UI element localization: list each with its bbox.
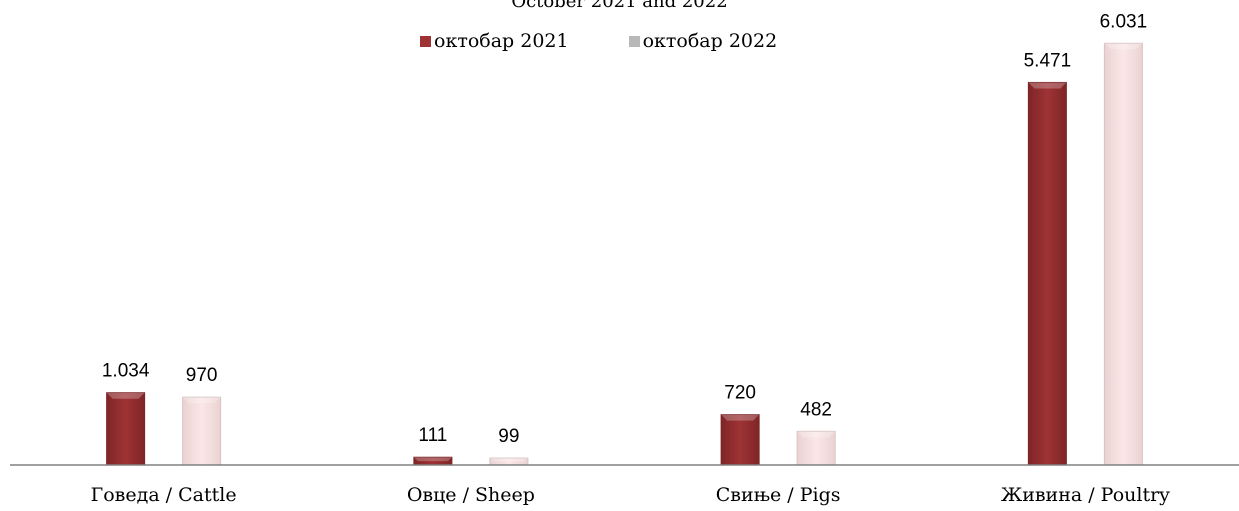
bar-bevel-1-0 <box>182 397 221 404</box>
category-label-3: Живина / Poultry <box>1001 484 1170 506</box>
legend-label-2021: октобар 2021 <box>434 30 569 52</box>
bar-2022-3 <box>1103 42 1143 466</box>
category-label-1: Овце / Sheep <box>407 484 535 506</box>
bar-2021-2 <box>720 414 760 466</box>
bar-2022-2 <box>796 430 836 466</box>
legend-item-2021: октобар 2021 <box>420 30 569 52</box>
chart-subtitle: October 2021 and 2022 <box>511 0 728 12</box>
legend-swatch-2022 <box>628 35 640 47</box>
bar-bevel-1-3 <box>1104 43 1143 50</box>
bar-bevel-1-2 <box>797 431 836 438</box>
legend-item-2022: октобар 2022 <box>628 30 778 52</box>
data-label-2021-2: 720 <box>724 383 756 404</box>
bar-2022-0 <box>182 396 222 466</box>
bar-bevel-0-1 <box>413 457 452 462</box>
bar-bevel-1-1 <box>489 458 528 462</box>
bar-bevel-0-2 <box>721 414 760 421</box>
legend-swatch-2021 <box>420 35 431 47</box>
chart-legend: октобар 2021 октобар 2022 <box>420 30 777 52</box>
bar-bevel-0-3 <box>1028 82 1067 89</box>
data-label-2022-0: 970 <box>186 365 218 386</box>
bar-2021-3 <box>1027 81 1067 466</box>
data-label-2021-3: 5.471 <box>1024 50 1072 71</box>
legend-label-2022: октобар 2022 <box>642 30 778 52</box>
category-label-0: Говеда / Cattle <box>91 484 237 506</box>
data-label-2021-1: 111 <box>418 425 447 446</box>
bar-2021-0 <box>106 392 146 466</box>
bar-bevel-0-0 <box>106 392 145 399</box>
data-label-2021-0: 1.034 <box>102 361 150 382</box>
data-label-2022-1: 99 <box>498 426 519 447</box>
data-label-2022-2: 482 <box>800 399 832 420</box>
data-label-2022-3: 6.031 <box>1100 11 1148 32</box>
category-label-2: Свиње / Pigs <box>716 484 841 506</box>
